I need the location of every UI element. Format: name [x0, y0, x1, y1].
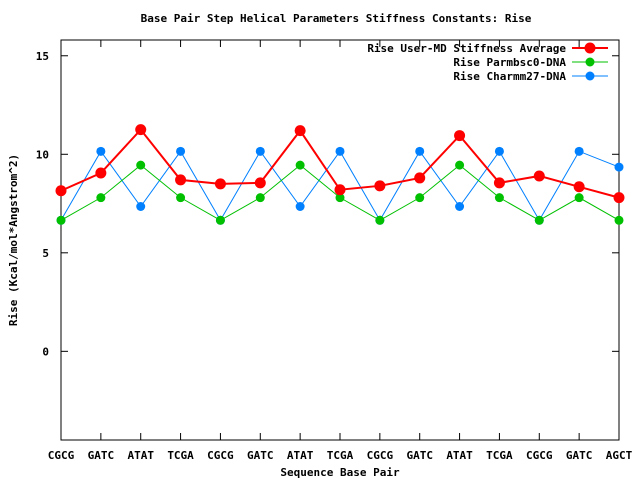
- data-point: [176, 146, 186, 156]
- data-point: [614, 162, 624, 172]
- legend-label: Rise Charmm27-DNA: [453, 70, 566, 83]
- data-point: [56, 215, 66, 225]
- data-point: [254, 177, 266, 189]
- data-point: [335, 193, 345, 203]
- data-point: [494, 193, 504, 203]
- y-axis: 0 5 10 15: [36, 50, 619, 358]
- x-tick-label: ATAT: [446, 449, 473, 462]
- data-point: [455, 202, 465, 212]
- data-point: [454, 130, 466, 142]
- data-point: [95, 167, 107, 179]
- x-tick-label: GATC: [406, 449, 433, 462]
- data-point: [136, 160, 146, 170]
- y-tick-label: 10: [36, 148, 49, 161]
- data-point: [295, 160, 305, 170]
- x-tick-label: CGCG: [48, 449, 75, 462]
- data-point: [375, 215, 385, 225]
- data-point: [415, 146, 425, 156]
- y-tick-label: 0: [42, 345, 49, 358]
- data-point: [96, 193, 106, 203]
- data-point: [574, 146, 584, 156]
- data-point: [136, 202, 146, 212]
- x-tick-label: ATAT: [127, 449, 154, 462]
- series-1: [56, 160, 624, 225]
- data-point: [415, 193, 425, 203]
- series-layer: [55, 124, 625, 225]
- legend-marker: [584, 42, 596, 54]
- data-point: [334, 184, 346, 196]
- data-point: [455, 160, 465, 170]
- x-tick-label: TCGA: [327, 449, 354, 462]
- data-point: [493, 177, 505, 189]
- data-point: [214, 178, 226, 190]
- plot-frame: [60, 39, 620, 441]
- data-point: [533, 170, 545, 182]
- x-tick-label: AGCT: [606, 449, 633, 462]
- x-tick-label: ATAT: [287, 449, 314, 462]
- data-point: [255, 146, 265, 156]
- x-tick-label: GATC: [566, 449, 593, 462]
- x-tick-label: TCGA: [486, 449, 513, 462]
- y-tick-label: 5: [42, 247, 49, 260]
- data-point: [175, 174, 187, 186]
- x-tick-label: CGCG: [367, 449, 394, 462]
- data-point: [176, 193, 186, 203]
- legend-label: Rise User-MD Stiffness Average: [367, 42, 566, 55]
- x-axis: CGCG GATC ATAT TCGA CGCG GATC ATAT TCGA CGCG GATC…: [48, 40, 633, 462]
- x-tick-label: CGCG: [207, 449, 234, 462]
- data-point: [215, 215, 225, 225]
- legend-label: Rise Parmbsc0-DNA: [453, 56, 566, 69]
- x-tick-label: GATC: [247, 449, 274, 462]
- data-point: [574, 193, 584, 203]
- data-point: [335, 146, 345, 156]
- chart-title: Base Pair Step Helical Parameters Stiffn…: [141, 12, 532, 25]
- series-0: [55, 124, 625, 204]
- data-point: [414, 172, 426, 184]
- x-axis-label: Sequence Base Pair: [280, 466, 400, 479]
- data-point: [494, 146, 504, 156]
- x-tick-label: CGCG: [526, 449, 553, 462]
- data-point: [255, 193, 265, 203]
- data-point: [55, 185, 67, 197]
- x-tick-label: GATC: [88, 449, 115, 462]
- data-point: [294, 125, 306, 137]
- x-tick-label: TCGA: [167, 449, 194, 462]
- data-point: [295, 202, 305, 212]
- legend-marker: [585, 57, 595, 67]
- data-point: [534, 215, 544, 225]
- data-point: [613, 192, 625, 204]
- y-axis-label: Rise (Kcal/mol*Angstrom^2): [7, 154, 20, 326]
- legend-marker: [585, 71, 595, 81]
- data-point: [135, 124, 147, 136]
- data-point: [573, 181, 585, 193]
- data-point: [614, 215, 624, 225]
- y-tick-label: 15: [36, 50, 49, 63]
- data-point: [374, 180, 386, 192]
- data-point: [96, 146, 106, 156]
